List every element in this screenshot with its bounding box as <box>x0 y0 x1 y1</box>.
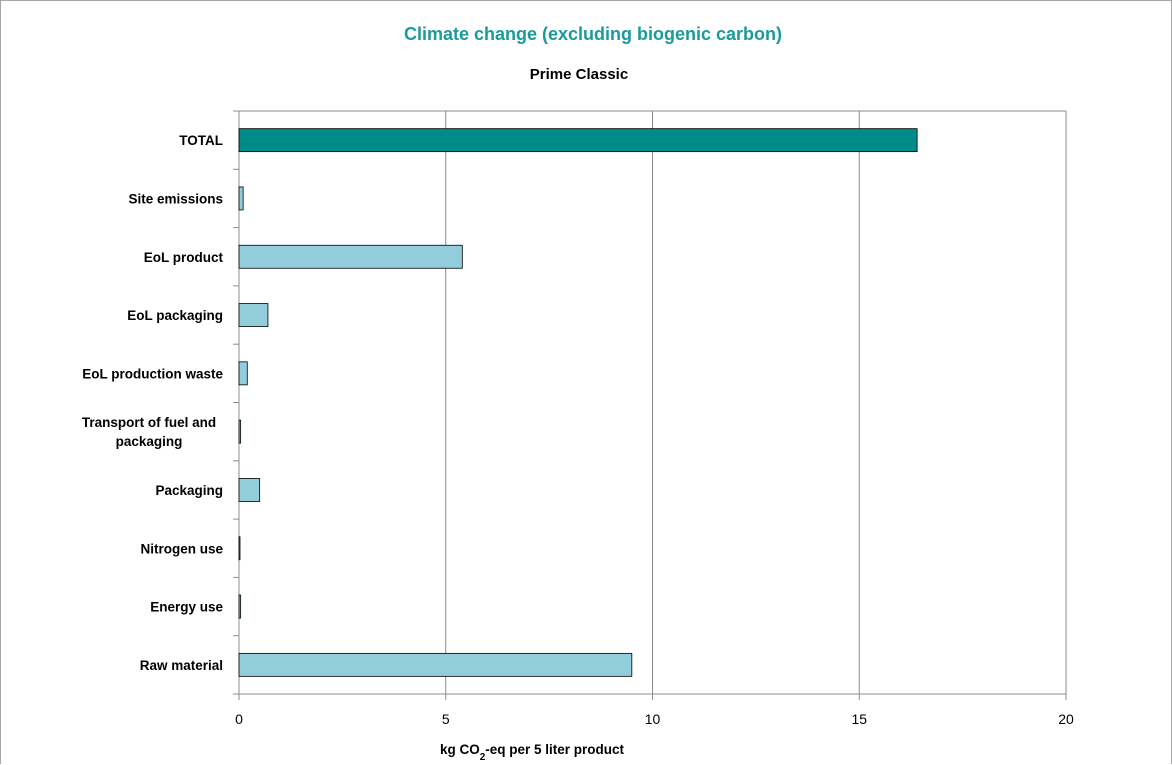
category-label-9: Raw material <box>140 658 223 673</box>
bar-8 <box>238 594 242 619</box>
category-label-line: Energy use <box>150 600 223 615</box>
bar-9 <box>238 652 633 677</box>
x-tick-label-4: 20 <box>1058 711 1074 727</box>
category-label-3: EoL packaging <box>127 308 223 323</box>
category-label-line: TOTAL <box>179 133 223 148</box>
category-label-line: Site emissions <box>128 191 223 206</box>
bar-4 <box>238 361 248 386</box>
bar-2 <box>238 244 463 269</box>
bar-0 <box>238 128 918 153</box>
x-axis-title-suffix: -eq per 5 liter product <box>485 742 624 757</box>
bar-1 <box>238 186 244 211</box>
category-label-line: packaging <box>116 434 183 449</box>
category-label-0: TOTAL <box>179 133 223 148</box>
bar-6 <box>238 478 261 502</box>
category-label-8: Energy use <box>150 600 223 615</box>
category-label-line: Nitrogen use <box>140 541 223 556</box>
category-label-line: Raw material <box>140 658 223 673</box>
category-label-line: EoL product <box>144 250 224 265</box>
bar-5 <box>238 419 242 444</box>
x-axis-title-prefix: kg CO <box>440 742 480 757</box>
category-label-line: Transport of fuel and <box>82 415 216 430</box>
category-label-2: EoL product <box>144 250 224 265</box>
x-axis-title: kg CO2-eq per 5 liter product <box>440 742 625 763</box>
x-tick-label-3: 15 <box>851 711 867 727</box>
category-label-line: EoL production waste <box>82 366 223 381</box>
x-axis-title-subscript: 2 <box>480 752 486 763</box>
x-tick-label-0: 0 <box>235 711 243 727</box>
x-tick-label-2: 10 <box>645 711 661 727</box>
category-label-1: Site emissions <box>128 191 223 206</box>
bar-3 <box>238 303 269 327</box>
x-tick-label-1: 5 <box>442 711 450 727</box>
plot-area: 0 5 10 15 20 TOTAL Site emissions EoL product Eo… <box>82 110 1074 727</box>
category-label-4: EoL production waste <box>82 366 223 381</box>
category-label-line: Packaging <box>155 483 223 498</box>
category-label-7: Nitrogen use <box>140 541 223 556</box>
category-label-line: EoL packaging <box>127 308 223 323</box>
category-label-6: Packaging <box>155 483 223 498</box>
category-label-5: Transport of fuel and packaging <box>82 415 216 449</box>
chart-subtitle: Prime Classic <box>530 66 628 83</box>
chart-title: Climate change (excluding biogenic carbo… <box>404 24 782 44</box>
bar-7 <box>238 536 241 561</box>
